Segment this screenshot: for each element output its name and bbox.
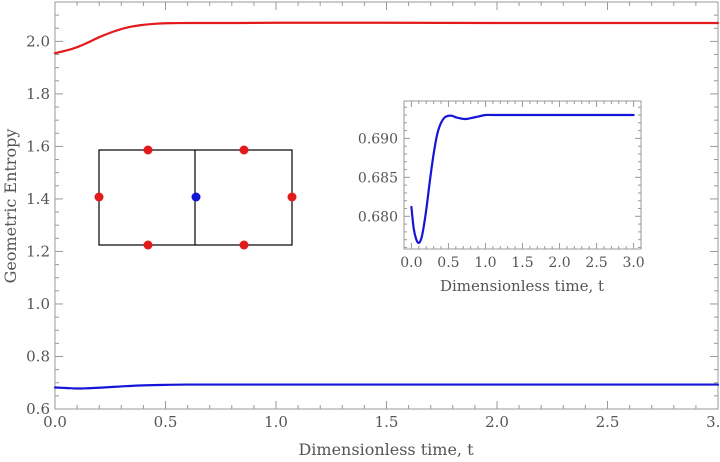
inset-tick-labels: 0.0 0.5 1.0 1.5 2.0 2.5 3.0 0.680 0.685 0.690 — [358, 131, 645, 271]
inset-x-tick-label: 0.0 — [400, 255, 422, 271]
lattice-site-red — [239, 145, 249, 155]
inset-x-tick-label: 0.5 — [437, 255, 459, 271]
main-series-group — [53, 21, 720, 390]
main-y-tick-label: 1.0 — [26, 295, 50, 313]
main-axis-ticks — [54, 2, 719, 410]
main-y-tick-label: 1.2 — [26, 242, 50, 260]
main-y-tick-label: 0.8 — [26, 347, 50, 365]
main-y-tick-label: 1.8 — [26, 85, 50, 103]
main-x-tick-label: 1.5 — [375, 413, 399, 431]
inset-plot: 0.0 0.5 1.0 1.5 2.0 2.5 3.0 0.680 0.685 0.690 Dim… — [358, 100, 645, 295]
main-x-tick-label: 3.0 — [706, 413, 720, 431]
inset-axis-ticks — [404, 101, 641, 249]
inset-x-tick-label: 1.0 — [474, 255, 496, 271]
inset-series-blue-inset — [410, 113, 635, 245]
inset-x-tick-label: 2.5 — [585, 255, 607, 271]
inset-x-tick-label: 3.0 — [622, 255, 644, 271]
main-y-axis-label: Geometric Entropy — [1, 129, 20, 284]
lattice-site-red — [239, 240, 249, 250]
lattice-site-blue — [191, 192, 201, 202]
inset-y-tick-label: 0.680 — [358, 209, 398, 225]
inset-y-tick-label: 0.685 — [358, 170, 398, 186]
main-y-tick-label: 1.4 — [26, 190, 50, 208]
lattice-site-red — [143, 240, 153, 250]
inset-x-tick-label: 2.0 — [548, 255, 570, 271]
main-x-tick-label: 1.0 — [264, 413, 288, 431]
main-series-blue — [53, 383, 720, 390]
main-y-tick-label: 2.0 — [26, 32, 50, 50]
main-x-tick-label: 0.5 — [154, 413, 178, 431]
main-x-tick-label: 2.5 — [596, 413, 620, 431]
main-series-red — [53, 21, 720, 55]
main-y-tick-label: 0.6 — [26, 400, 50, 418]
inset-plot-background — [404, 101, 641, 249]
inset-x-axis-label: Dimensionless time, t — [440, 277, 604, 295]
lattice-site-red — [287, 192, 297, 202]
main-x-tick-label: 0.0 — [43, 413, 67, 431]
main-y-tick-label: 1.6 — [26, 137, 50, 155]
inset-series-group — [410, 113, 635, 245]
lattice-site-red — [143, 145, 153, 155]
inset-x-tick-label: 1.5 — [511, 255, 533, 271]
main-x-axis-label: Dimensionless time, t — [298, 440, 474, 459]
lattice-site-red — [94, 192, 104, 202]
lattice-diagram — [94, 145, 297, 250]
inset-y-tick-label: 0.690 — [358, 131, 398, 147]
main-x-tick-label: 2.0 — [485, 413, 509, 431]
main-tick-labels: 0.0 0.5 1.0 1.5 2.0 2.5 3.0 0.6 0.8 1.0 1.2 1.4 1.6 1… — [26, 32, 720, 431]
